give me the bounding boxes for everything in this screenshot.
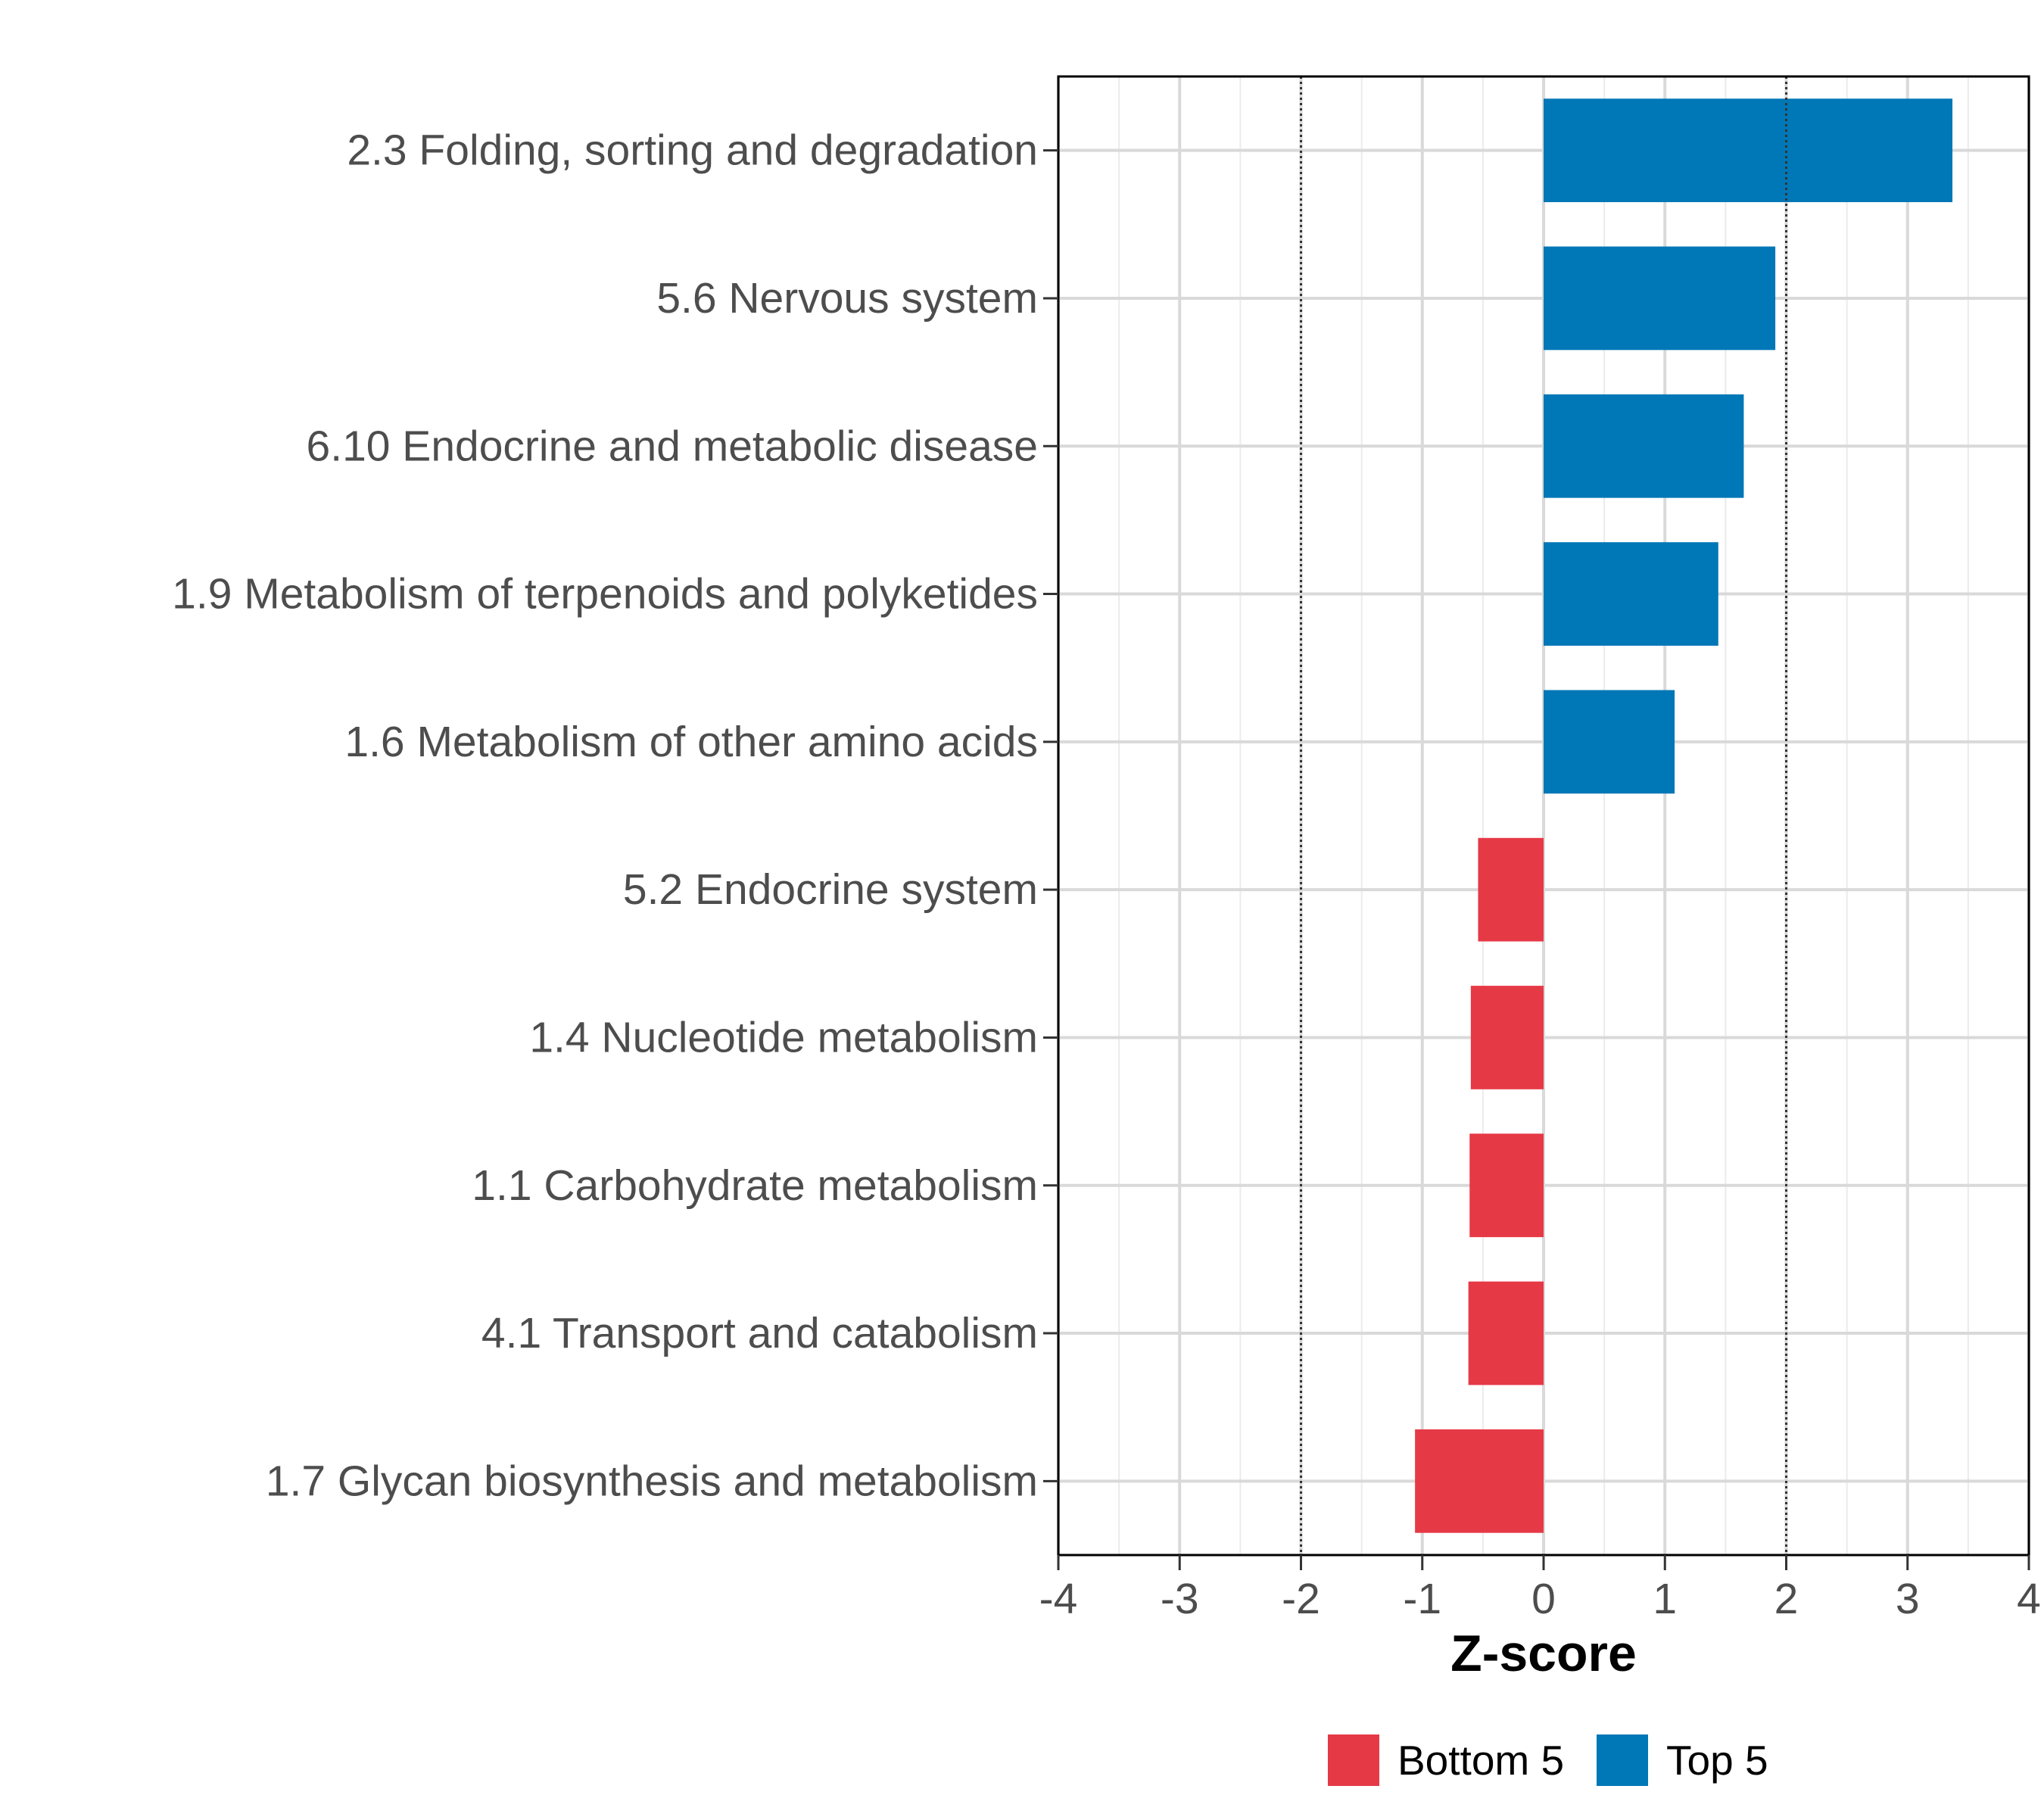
bar-7 (1470, 986, 1544, 1089)
category-label: 1.7 Glycan biosynthesis and metabolism (266, 1457, 1038, 1505)
x-tick-label: 4 (2017, 1575, 2041, 1623)
x-tick-label: -2 (1282, 1575, 1320, 1623)
category-label: 5.2 Endocrine system (623, 865, 1038, 914)
bar-4 (1544, 542, 1718, 646)
category-label: 6.10 Endocrine and metabolic disease (307, 422, 1038, 470)
x-axis: -4 -3 -2 -1 0 1 2 3 4 (1039, 1555, 2041, 1623)
category-label: 1.1 Carbohydrate metabolism (472, 1161, 1038, 1210)
bar-10 (1415, 1429, 1544, 1533)
legend: Bottom 5 Top 5 (1328, 1734, 1768, 1786)
legend-swatch-1 (1328, 1734, 1379, 1786)
bars (1415, 98, 1953, 1533)
category-label: 2.3 Folding, sorting and degradation (347, 126, 1038, 175)
x-tick-label: 0 (1531, 1575, 1556, 1623)
x-tick-label: 2 (1774, 1575, 1799, 1623)
legend-label-2: Top 5 (1666, 1737, 1768, 1784)
legend-label-1: Bottom 5 (1397, 1737, 1564, 1784)
category-label: 1.4 Nucleotide metabolism (529, 1013, 1038, 1061)
bar-2 (1544, 246, 1776, 351)
bar-9 (1468, 1281, 1544, 1385)
bar-6 (1478, 837, 1544, 942)
y-axis: 2.3 Folding, sorting and degradation 5.6 … (172, 126, 1058, 1505)
category-label: 4.1 Transport and catabolism (481, 1309, 1038, 1357)
x-tick-label: -3 (1161, 1575, 1199, 1623)
bar-3 (1544, 394, 1744, 498)
x-tick-label: -4 (1039, 1575, 1078, 1623)
x-tick-label: 1 (1653, 1575, 1677, 1623)
category-label: 5.6 Nervous system (656, 274, 1038, 323)
legend-swatch-2 (1597, 1734, 1648, 1786)
x-tick-label: 3 (1896, 1575, 1920, 1623)
x-tick-label: -1 (1403, 1575, 1441, 1623)
x-axis-title: Z-score (1450, 1625, 1637, 1682)
category-label: 1.9 Metabolism of terpenoids and polyket… (172, 570, 1038, 619)
category-label: 1.6 Metabolism of other amino acids (344, 718, 1038, 766)
bar-8 (1469, 1133, 1544, 1238)
bar-5 (1544, 690, 1675, 794)
bar-1 (1544, 98, 1953, 203)
